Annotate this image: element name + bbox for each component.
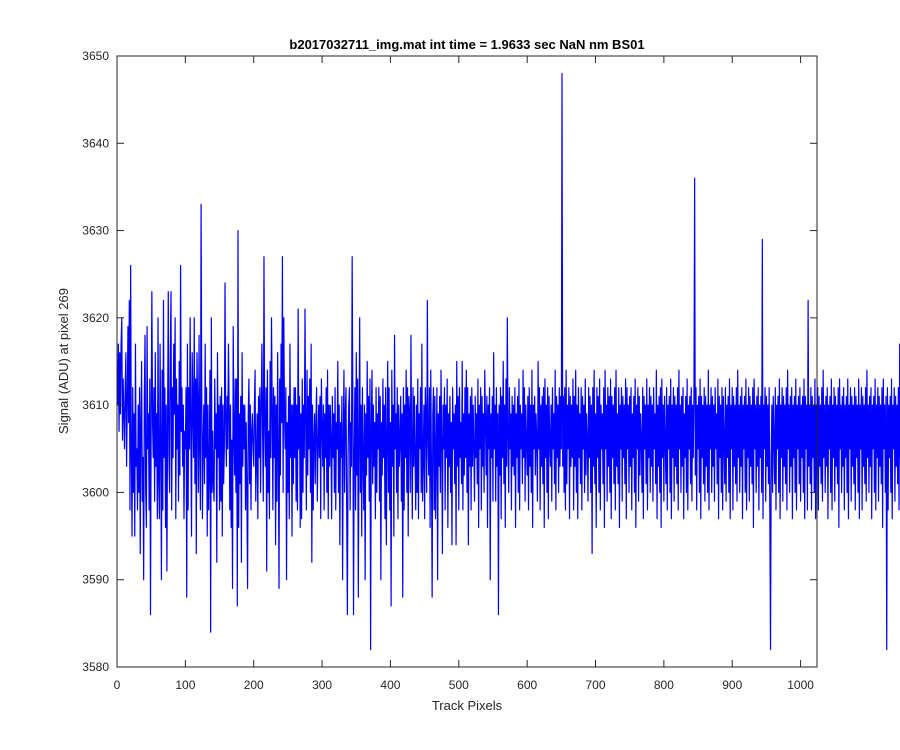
axes-box	[116, 55, 818, 668]
x-tick-label: 100	[175, 678, 195, 692]
y-tick-label: 3630	[82, 224, 109, 238]
x-tick-label: 300	[312, 678, 332, 692]
x-tick-label: 400	[380, 678, 400, 692]
x-tick-label: 900	[722, 678, 742, 692]
x-tick-label: 500	[449, 678, 469, 692]
y-tick-label: 3600	[82, 485, 109, 499]
y-tick-label: 3620	[82, 311, 109, 325]
x-axis-label: Track Pixels	[432, 698, 503, 713]
x-tick-label: 600	[517, 678, 537, 692]
x-tick-label: 200	[244, 678, 264, 692]
y-tick-label: 3650	[82, 49, 109, 63]
y-axis-label: Signal (ADU) at pixel 269	[56, 288, 71, 434]
chart-title: b2017032711_img.mat int time = 1.9633 se…	[289, 37, 644, 52]
y-tick-label: 3640	[82, 136, 109, 150]
x-tick-label: 0	[114, 678, 121, 692]
y-tick-label: 3580	[82, 660, 109, 674]
y-tick-label: 3590	[82, 573, 109, 587]
plot-background	[117, 56, 817, 667]
series-line-0	[117, 72, 900, 651]
x-tick-label: 700	[586, 678, 606, 692]
x-tick-label: 1000	[787, 678, 814, 692]
x-tick-label: 800	[654, 678, 674, 692]
y-tick-label: 3610	[82, 398, 109, 412]
